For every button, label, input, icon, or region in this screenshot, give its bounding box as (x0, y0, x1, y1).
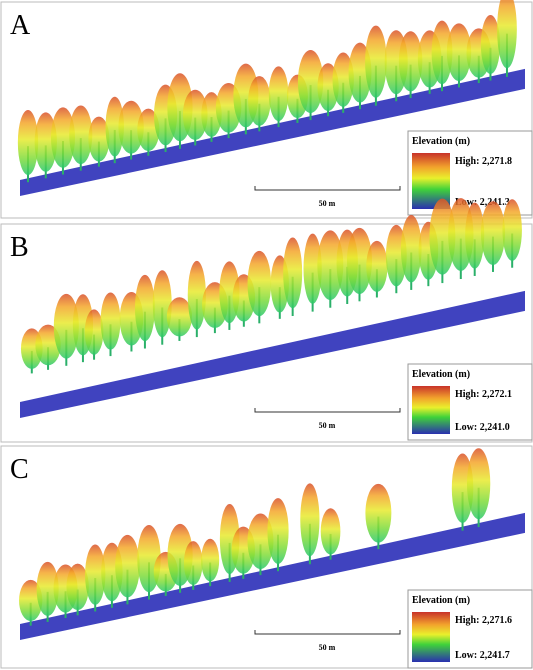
tree-crown (332, 52, 354, 107)
tree-crown (85, 544, 106, 605)
tree-crown (429, 198, 456, 275)
tree-crown (34, 112, 57, 172)
tree-crown (480, 201, 506, 265)
tree-crown (247, 513, 274, 569)
tree-crown (53, 293, 79, 359)
panel-label: C (10, 454, 29, 485)
legend-high: High: 2,271.8 (455, 156, 512, 167)
legend-colorbar (412, 386, 450, 434)
tree-crown (134, 274, 155, 342)
scale-label: 50 m (319, 199, 336, 208)
tree-crown (480, 15, 501, 74)
tree-crown (69, 105, 93, 165)
tree-crown (247, 250, 272, 317)
ground-points (20, 512, 525, 640)
legend-low: Low: 2,241.3 (455, 197, 510, 208)
legend-high: High: 2,272.1 (455, 389, 512, 400)
tree-crown (183, 541, 203, 586)
tree-crown (346, 227, 373, 294)
tree-crown (267, 498, 289, 564)
scale-bar (254, 630, 401, 635)
legend-high: High: 2,271.6 (455, 615, 512, 626)
tree-crown (268, 66, 289, 122)
legend-colorbar (412, 612, 450, 662)
tree-crown (466, 448, 491, 520)
tree-crown (105, 96, 124, 157)
tree-crown (84, 309, 104, 355)
tree-crown (115, 534, 140, 598)
tree-crown (88, 116, 110, 162)
tree-crown (317, 230, 344, 300)
tree-crown (446, 23, 472, 82)
tree-crown (137, 108, 160, 152)
tree-crown (182, 89, 208, 140)
tree-crown (400, 215, 422, 283)
tree-crown (118, 100, 144, 154)
scale-bar (254, 408, 401, 413)
legend-title: Elevation (m) (412, 369, 470, 380)
tree-crown (366, 240, 388, 292)
tree-crown (320, 508, 341, 555)
tree-crown (50, 107, 75, 168)
scale-bar (254, 186, 401, 191)
tree-crown (100, 292, 121, 350)
ground-points (20, 68, 525, 196)
tree-crown (303, 233, 322, 304)
tree-crown (465, 202, 485, 269)
tree-crown (248, 76, 271, 126)
tree-crown (300, 483, 320, 557)
panel: A 50 m Elevation (m) High: 2,271.8 Low: 2,24… (0, 0, 533, 219)
tree-crown (19, 579, 43, 622)
legend-low: Low: 2,241.7 (455, 650, 510, 661)
scale-label: 50 m (319, 643, 336, 652)
tree-crown (187, 260, 206, 330)
tree-crown (497, 0, 517, 69)
tree-crown (152, 270, 172, 338)
ground-points (20, 290, 525, 418)
tree-crown (201, 538, 220, 582)
tree-crown (365, 25, 387, 98)
tree-crown (365, 483, 392, 543)
legend-low: Low: 2,241.0 (455, 422, 510, 433)
panel-label: A (10, 10, 31, 41)
tree-crown (36, 561, 59, 616)
tree-crown (398, 31, 423, 92)
panel-label: B (10, 232, 29, 263)
tree-crown (66, 563, 89, 611)
tree-crown (297, 50, 324, 114)
panel: C 50 m Elevation (m) High: 2,271.6 Low: 2,24… (0, 445, 533, 669)
tree-crown (283, 237, 303, 309)
legend-title: Elevation (m) (412, 136, 470, 147)
scale-label: 50 m (319, 421, 336, 430)
legend-title: Elevation (m) (412, 595, 470, 606)
tree-crown (502, 199, 522, 261)
tree-crown (166, 297, 193, 337)
panel: B 50 m Elevation (m) High: 2,272.1 Low: 2,24… (0, 198, 533, 443)
tree-crown (17, 110, 39, 176)
tree-crown (431, 20, 453, 85)
